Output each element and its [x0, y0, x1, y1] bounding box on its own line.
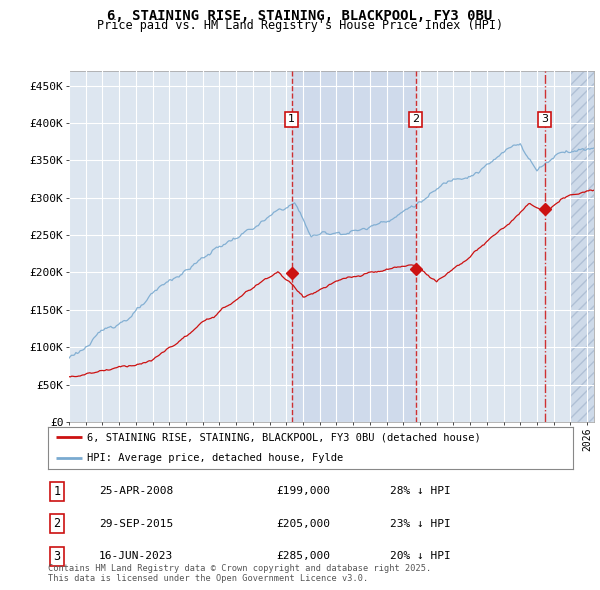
Text: 1: 1: [53, 484, 61, 498]
Text: 25-APR-2008: 25-APR-2008: [99, 486, 173, 496]
Text: 29-SEP-2015: 29-SEP-2015: [99, 519, 173, 529]
Bar: [292, 71, 416, 422]
Text: 28% ↓ HPI: 28% ↓ HPI: [390, 486, 451, 496]
Text: £205,000: £205,000: [276, 519, 330, 529]
Text: £199,000: £199,000: [276, 486, 330, 496]
Text: Price paid vs. HM Land Registry's House Price Index (HPI): Price paid vs. HM Land Registry's House …: [97, 19, 503, 32]
Text: 6, STAINING RISE, STAINING, BLACKPOOL, FY3 0BU: 6, STAINING RISE, STAINING, BLACKPOOL, F…: [107, 9, 493, 23]
Text: 3: 3: [541, 114, 548, 124]
Text: 6, STAINING RISE, STAINING, BLACKPOOL, FY3 0BU (detached house): 6, STAINING RISE, STAINING, BLACKPOOL, F…: [88, 432, 481, 442]
Bar: [571, 71, 594, 422]
Text: 23% ↓ HPI: 23% ↓ HPI: [390, 519, 451, 529]
Text: Contains HM Land Registry data © Crown copyright and database right 2025.
This d: Contains HM Land Registry data © Crown c…: [48, 563, 431, 583]
Text: 2: 2: [53, 517, 61, 530]
Text: HPI: Average price, detached house, Fylde: HPI: Average price, detached house, Fyld…: [88, 454, 344, 463]
Bar: [571, 71, 594, 422]
Text: £285,000: £285,000: [276, 551, 330, 561]
Text: 16-JUN-2023: 16-JUN-2023: [99, 551, 173, 561]
Text: 1: 1: [288, 114, 295, 124]
Text: 20% ↓ HPI: 20% ↓ HPI: [390, 551, 451, 561]
Text: 2: 2: [412, 114, 419, 124]
Text: 3: 3: [53, 549, 61, 563]
